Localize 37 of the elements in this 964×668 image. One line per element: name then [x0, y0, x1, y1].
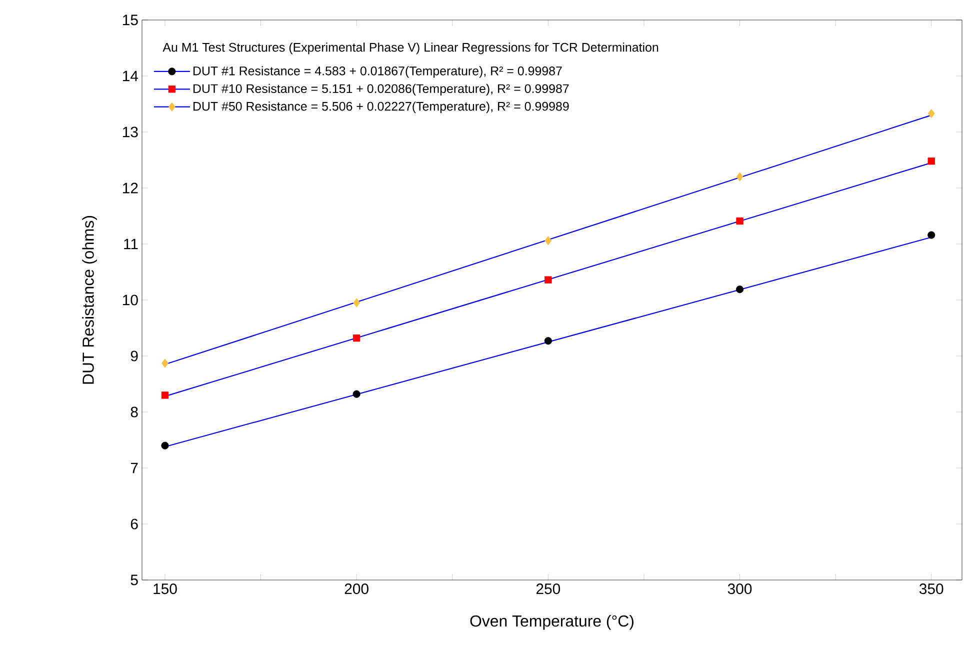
legend-label: DUT #50 Resistance = 5.506 + 0.02227(Temperature), R² = 0.99989: [193, 102, 569, 114]
legend-title: Au M1 Test Structures (Experimental Phase V) Linear Regressions for TCR Determination: [162, 42, 658, 54]
x-tick-label: 150: [154, 584, 177, 594]
point: [544, 236, 552, 246]
point: [928, 231, 936, 239]
y-tick-label: 8: [130, 406, 138, 418]
point: [352, 334, 360, 342]
y-tick-label: 15: [123, 14, 138, 26]
y-tick-label: 11: [124, 238, 138, 250]
point: [352, 390, 360, 398]
point: [736, 217, 744, 225]
point: [161, 442, 169, 450]
legend-label: DUT #10 Resistance = 5.151 + 0.02086(Temperature), R² = 0.99987: [193, 84, 569, 96]
x-tick-label: 200: [344, 584, 368, 594]
y-axis-title: DUT Resistance (ohms): [82, 216, 98, 384]
x-axis-title: Oven Temperature (°C): [470, 614, 634, 630]
point: [736, 172, 744, 182]
point: [544, 337, 552, 345]
x-tick-label: 250: [536, 584, 560, 594]
legend-label: DUT #1 Resistance = 4.583 + 0.01867(Temperature), R² = 0.99987: [193, 66, 562, 78]
y-tick-label: 7: [130, 462, 138, 474]
y-tick-label: 14: [123, 70, 138, 82]
y-tick-label: 13: [123, 126, 138, 138]
x-tick-label: 300: [728, 584, 752, 594]
point: [544, 276, 552, 284]
point: [353, 298, 360, 308]
point: [928, 158, 935, 165]
point: [736, 286, 744, 294]
point: [161, 392, 169, 399]
x-tick-label: 350: [919, 584, 944, 594]
point: [162, 358, 168, 368]
y-tick-label: 5: [130, 574, 138, 586]
y-tick-label: 6: [130, 518, 138, 530]
y-tick-label: 12: [123, 182, 138, 194]
y-tick-label: 10: [123, 294, 138, 306]
point: [928, 108, 935, 118]
y-tick-label: 9: [130, 350, 138, 362]
